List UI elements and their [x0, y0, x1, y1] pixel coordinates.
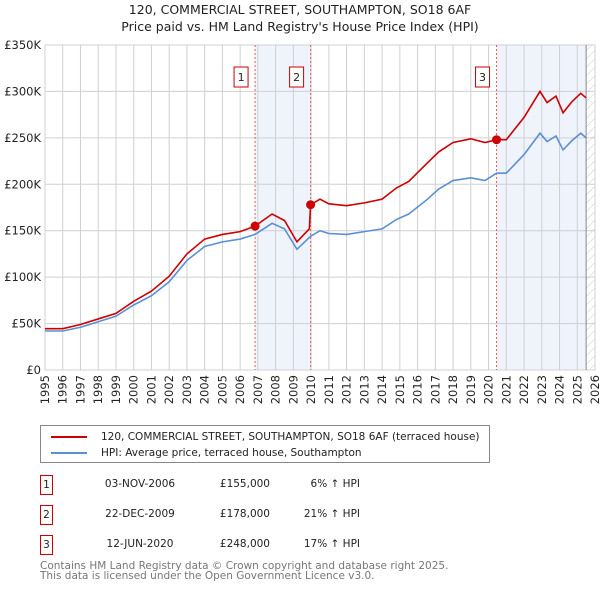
- y-tick-label: £200K: [4, 177, 41, 191]
- legend-label: 120, COMMERCIAL STREET, SOUTHAMPTON, SO1…: [101, 430, 480, 443]
- sale-label-box: [475, 66, 491, 88]
- x-tick-label: 2015: [393, 375, 407, 404]
- sale-price: £155,000: [219, 478, 270, 490]
- sale-label-box: [289, 66, 305, 88]
- x-tick-label: 2001: [144, 375, 158, 404]
- x-tick-label: 2010: [304, 375, 318, 404]
- hpi-line: [45, 131, 587, 332]
- sale-hpi-diff: 6% ↑ HPI: [310, 478, 360, 490]
- legend-item-property: 120, COMMERCIAL STREET, SOUTHAMPTON, SO1…: [51, 429, 480, 444]
- footer-copyright: Contains HM Land Registry data © Crown c…: [40, 560, 449, 572]
- x-tick-label: 2008: [269, 375, 283, 404]
- x-tick-label: 2009: [286, 375, 300, 404]
- y-tick-label: £250K: [4, 131, 41, 145]
- x-tick-label: 2022: [517, 375, 531, 404]
- sale-point: [306, 200, 316, 210]
- x-tick-label: 2023: [535, 375, 549, 404]
- y-tick-label: £100K: [4, 270, 41, 284]
- chart-legend: 120, COMMERCIAL STREET, SOUTHAMPTON, SO1…: [40, 425, 490, 463]
- chart-subtitle: Price paid vs. HM Land Registry's House …: [121, 19, 479, 34]
- x-tick-label: 2012: [340, 375, 354, 404]
- x-tick-label: 1996: [56, 375, 70, 404]
- y-tick-label: £50K: [12, 317, 42, 331]
- sale-date: 12-JUN-2020: [106, 538, 174, 550]
- x-tick-label: 1997: [73, 375, 87, 404]
- future-hatch: [586, 45, 595, 370]
- property-line: [45, 89, 587, 330]
- x-tick-label: 2011: [322, 375, 336, 404]
- x-tick-label: 2013: [357, 375, 371, 404]
- sale-marker-badge: 3: [40, 535, 53, 555]
- sale-hpi-diff: 17% ↑ HPI: [303, 538, 360, 550]
- x-tick-label: 1998: [91, 375, 105, 404]
- x-tick-label: 2002: [162, 375, 176, 404]
- x-tick-label: 2019: [464, 375, 478, 404]
- x-tick-label: 2017: [428, 375, 442, 404]
- sale-point: [250, 221, 260, 231]
- x-tick-label: 2005: [215, 375, 229, 404]
- sale-label: 2: [293, 71, 300, 84]
- x-tick-label: 2014: [375, 375, 389, 404]
- sale-marker-badge: 1: [40, 475, 53, 495]
- sale-label: 3: [479, 71, 486, 84]
- sale-date: 03-NOV-2006: [104, 478, 176, 490]
- sale-price: £178,000: [219, 508, 270, 520]
- y-tick-label: £150K: [4, 224, 41, 238]
- sale-hpi-diff: 21% ↑ HPI: [303, 508, 360, 520]
- sale-point: [492, 135, 502, 145]
- x-tick-label: 2024: [553, 375, 567, 404]
- plot-frame: [44, 44, 596, 371]
- x-tick-label: 2007: [251, 375, 265, 404]
- footer-licence: This data is licensed under the Open Gov…: [40, 570, 375, 582]
- x-tick-label: 2000: [127, 375, 141, 404]
- sale-date: 22-DEC-2009: [105, 508, 175, 520]
- x-tick-label: 2018: [446, 375, 460, 404]
- x-tick-label: 2003: [180, 375, 194, 404]
- price-chart: £0 £50K £100K £150K £200K £250K £300K £350K 1995…: [4, 38, 600, 404]
- y-tick-label: £300K: [4, 84, 41, 98]
- x-tick-label: 2006: [233, 375, 247, 404]
- x-tick-label: 2026: [588, 375, 600, 404]
- x-tick-label: 2020: [482, 375, 496, 404]
- legend-label: HPI: Average price, terraced house, Sout…: [101, 446, 362, 459]
- x-tick-label: 1999: [109, 375, 123, 404]
- sale-label: 1: [238, 71, 245, 84]
- x-tick-label: 1995: [38, 375, 52, 404]
- chart-title: 120, COMMERCIAL STREET, SOUTHAMPTON, SO1…: [128, 2, 472, 17]
- x-tick-label: 2021: [499, 375, 513, 404]
- x-tick-label: 2025: [570, 375, 584, 404]
- x-tick-label: 2004: [198, 375, 212, 404]
- shade-region: [255, 45, 311, 370]
- y-tick-label: £350K: [4, 38, 41, 52]
- sale-label-box: [233, 66, 249, 88]
- legend-item-hpi: HPI: Average price, terraced house, Sout…: [51, 445, 362, 460]
- x-tick-label: 2016: [411, 375, 425, 404]
- y-tick-label: £0: [26, 363, 41, 377]
- sale-price: £248,000: [219, 538, 270, 550]
- sale-marker-badge: 2: [40, 505, 53, 525]
